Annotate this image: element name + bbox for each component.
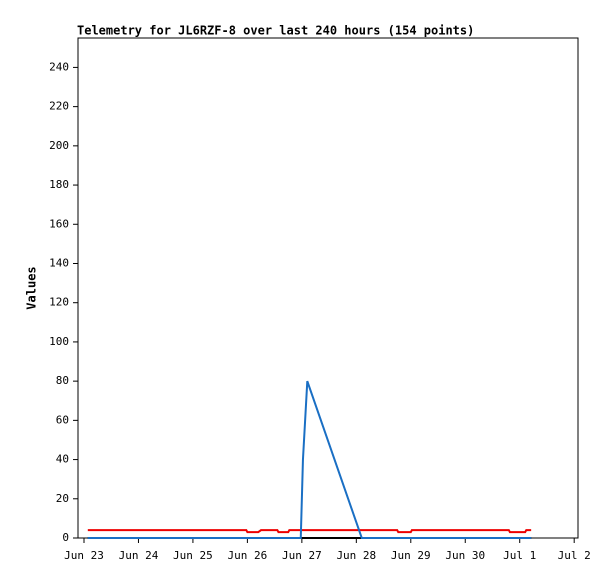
y-tick-label: 140 bbox=[49, 256, 69, 269]
series-line bbox=[87, 529, 532, 534]
y-tick-label: 0 bbox=[62, 531, 69, 544]
x-tick-label: Jun 28 bbox=[336, 549, 376, 562]
y-tick-label: 60 bbox=[56, 413, 69, 426]
y-tick-label: 20 bbox=[56, 492, 69, 505]
y-tick-label: 120 bbox=[49, 296, 69, 309]
y-tick-label: 180 bbox=[49, 178, 69, 191]
x-tick-label: Jun 26 bbox=[228, 549, 268, 562]
x-tick-label: Jul 2 bbox=[558, 549, 591, 562]
y-tick-label: 160 bbox=[49, 217, 69, 230]
y-tick-label: 200 bbox=[49, 139, 69, 152]
chart-title: Telemetry for JL6RZF-8 over last 240 hou… bbox=[77, 24, 474, 38]
y-tick-label: 80 bbox=[56, 374, 69, 387]
y-tick-label: 100 bbox=[49, 335, 69, 348]
x-tick-label: Jun 24 bbox=[119, 549, 159, 562]
y-tick-label: 240 bbox=[49, 60, 69, 73]
plot-frame bbox=[77, 37, 579, 539]
x-tick-label: Jun 25 bbox=[173, 549, 213, 562]
y-axis-label: Values bbox=[25, 266, 39, 309]
x-tick-label: Jun 29 bbox=[391, 549, 431, 562]
x-tick-label: Jun 30 bbox=[445, 549, 485, 562]
y-tick-label: 40 bbox=[56, 453, 69, 466]
x-tick-label: Jun 23 bbox=[64, 549, 104, 562]
x-tick-label: Jul 1 bbox=[503, 549, 536, 562]
x-tick-label: Jun 27 bbox=[282, 549, 322, 562]
y-tick-label: 220 bbox=[49, 100, 69, 113]
series-line bbox=[87, 380, 532, 539]
